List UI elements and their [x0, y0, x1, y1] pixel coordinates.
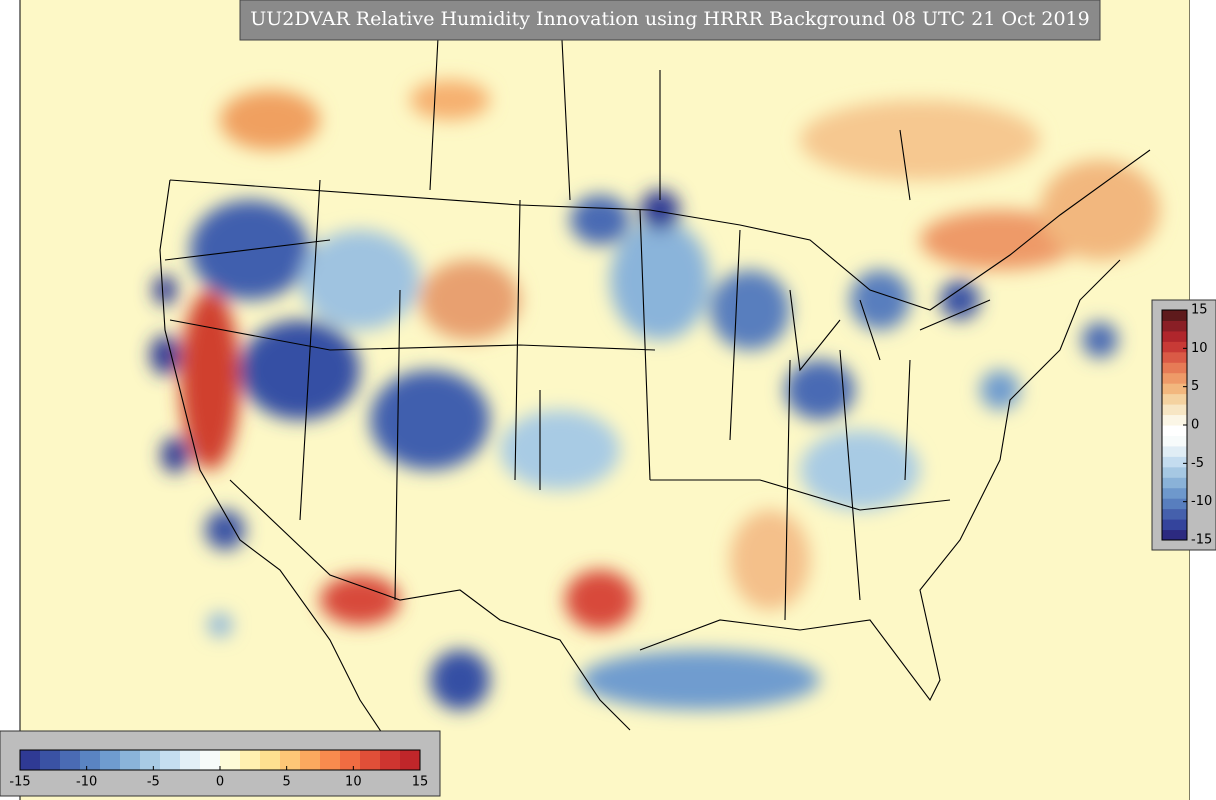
colorbar-segment: [60, 750, 81, 770]
colorbar-segment: [240, 750, 261, 770]
colorbar-segment: [80, 750, 101, 770]
colorbar-tick-label: 0: [1191, 418, 1199, 433]
colorbar-tick-label: 10: [1191, 341, 1208, 356]
colorbar-segment: [120, 750, 141, 770]
colorbar-segment: [1162, 393, 1187, 405]
colorbar-segment: [1162, 330, 1187, 342]
colorbar-tick-label: -5: [1191, 456, 1204, 471]
colorbar-segment: [400, 750, 421, 770]
humidity-field: [150, 80, 1160, 710]
colorbar-segment: [20, 750, 41, 770]
colorbar-tick-label: 5: [1191, 379, 1199, 394]
colorbar-segment: [280, 750, 301, 770]
colorbar-segment: [1162, 414, 1187, 426]
colorbar-segment: [1162, 477, 1187, 489]
colorbar-tick-label: 0: [216, 775, 224, 790]
colorbar-segment: [140, 750, 161, 770]
colorbar-segment: [1162, 341, 1187, 353]
colorbar-tick-label: 5: [283, 775, 291, 790]
colorbar-segment: [1162, 466, 1187, 478]
colorbar-segment: [1162, 383, 1187, 395]
colorbar-segment: [1162, 320, 1187, 332]
colorbar-tick-label: -15: [1191, 533, 1212, 548]
colorbar-segment: [300, 750, 321, 770]
colorbar-segment: [340, 750, 361, 770]
colorbar-tick-label: -10: [76, 775, 97, 790]
colorbar-segment: [100, 750, 121, 770]
colorbar-segment: [1162, 445, 1187, 457]
colorbar-segment: [220, 750, 241, 770]
colorbar-segment: [1162, 425, 1187, 436]
colorbar-tick-label: -10: [1191, 494, 1212, 509]
colorbar-segment: [380, 750, 401, 770]
colorbar-tick-label: 10: [345, 775, 362, 790]
colorbar-segment: [360, 750, 381, 770]
colorbar-segment: [200, 750, 221, 770]
colorbar-tick-label: 15: [412, 775, 429, 790]
colorbar-segment: [1162, 456, 1187, 468]
colorbar-segment: [180, 750, 201, 770]
colorbar-segment: [1162, 435, 1187, 447]
colorbar-segment: [1162, 310, 1187, 321]
colorbar-tick-label: 15: [1191, 303, 1208, 318]
colorbar-segment: [40, 750, 61, 770]
colorbar-segment: [1162, 498, 1187, 510]
colorbar-segment: [1162, 508, 1187, 520]
colorbar-segment: [1162, 529, 1187, 541]
map: [20, 0, 1190, 800]
colorbar-segment: [1162, 372, 1187, 384]
map-title: UU2DVAR Relative Humidity Innovation usi…: [250, 8, 1089, 30]
colorbar-segment: [1162, 487, 1187, 499]
boundaries: [159, 0, 1151, 761]
colorbar-segment: [1162, 362, 1187, 374]
colorbar-segment: [160, 750, 181, 770]
title-box: [239, 0, 1101, 41]
colorbar-segment: [260, 750, 281, 770]
colorbar-segment: [1162, 404, 1187, 416]
colorbar-tick-label: -5: [147, 775, 160, 790]
colorbar-segment: [1162, 519, 1187, 531]
colorbar-segment: [1162, 351, 1187, 363]
colorbar-segment: [320, 750, 341, 770]
colorbar-tick-label: -15: [9, 775, 30, 790]
